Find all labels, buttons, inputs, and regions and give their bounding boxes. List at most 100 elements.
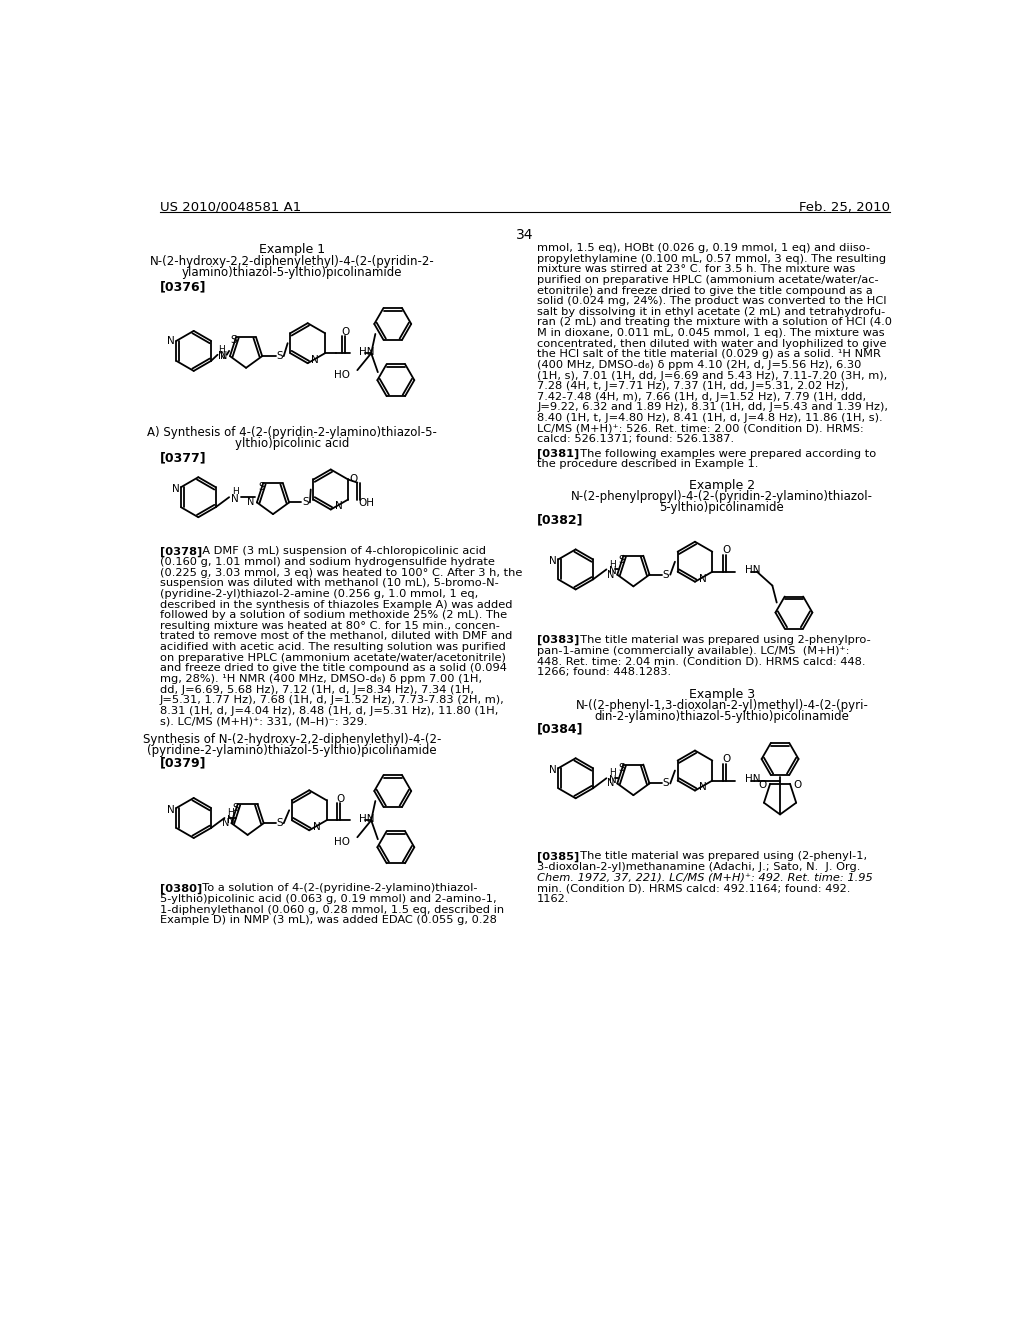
Text: 5-ylthio)picolinamide: 5-ylthio)picolinamide [659, 500, 784, 513]
Text: N: N [167, 335, 175, 346]
Text: HN: HN [744, 565, 760, 576]
Text: dd, J=6.69, 5.68 Hz), 7.12 (1H, d, J=8.34 Hz), 7.34 (1H,: dd, J=6.69, 5.68 Hz), 7.12 (1H, d, J=8.3… [160, 685, 474, 694]
Text: N: N [335, 502, 342, 511]
Text: mixture was stirred at 23° C. for 3.5 h. The mixture was: mixture was stirred at 23° C. for 3.5 h.… [538, 264, 855, 275]
Text: s). LC/MS (M+H)⁺: 331, (M–H)⁻: 329.: s). LC/MS (M+H)⁺: 331, (M–H)⁻: 329. [160, 717, 368, 726]
Text: Example 2: Example 2 [689, 479, 755, 492]
Text: [0385]: [0385] [538, 851, 580, 862]
Text: solid (0.024 mg, 24%). The product was converted to the HCl: solid (0.024 mg, 24%). The product was c… [538, 296, 887, 306]
Text: HN: HN [358, 813, 375, 824]
Text: S: S [663, 779, 669, 788]
Text: To a solution of 4-(2-(pyridine-2-ylamino)thiazol-: To a solution of 4-(2-(pyridine-2-ylamin… [196, 883, 478, 894]
Text: 1266; found: 448.1283.: 1266; found: 448.1283. [538, 667, 672, 677]
Text: 7.28 (4H, t, J=7.71 Hz), 7.37 (1H, dd, J=5.31, 2.02 Hz),: 7.28 (4H, t, J=7.71 Hz), 7.37 (1H, dd, J… [538, 381, 849, 391]
Text: N: N [167, 804, 175, 814]
Text: mg, 28%). ¹H NMR (400 MHz, DMSO-d₆) δ ppm 7.00 (1H,: mg, 28%). ¹H NMR (400 MHz, DMSO-d₆) δ pp… [160, 675, 482, 684]
Text: purified on preparative HPLC (ammonium acetate/water/ac-: purified on preparative HPLC (ammonium a… [538, 275, 879, 285]
Text: N: N [311, 355, 319, 366]
Text: S: S [618, 554, 626, 565]
Text: N: N [221, 818, 229, 828]
Text: N: N [698, 574, 707, 583]
Text: O: O [722, 545, 730, 556]
Text: Example 1: Example 1 [259, 243, 326, 256]
Text: the HCl salt of the title material (0.029 g) as a solid. ¹H NMR: the HCl salt of the title material (0.02… [538, 350, 881, 359]
Text: Example D) in NMP (3 mL), was added EDAC (0.055 g, 0.28: Example D) in NMP (3 mL), was added EDAC… [160, 915, 497, 925]
Text: N: N [217, 351, 225, 362]
Text: HO: HO [334, 370, 349, 380]
Text: N: N [698, 783, 707, 792]
Text: O: O [349, 474, 357, 483]
Text: on preparative HPLC (ammonium acetate/water/acetonitrile): on preparative HPLC (ammonium acetate/wa… [160, 653, 506, 663]
Text: [0382]: [0382] [538, 513, 584, 527]
Text: O: O [759, 780, 767, 791]
Text: H: H [227, 808, 234, 817]
Text: and freeze dried to give the title compound as a solid (0.094: and freeze dried to give the title compo… [160, 664, 507, 673]
Text: resulting mixture was heated at 80° C. for 15 min., concen-: resulting mixture was heated at 80° C. f… [160, 620, 500, 631]
Text: S: S [258, 482, 265, 492]
Text: N: N [220, 351, 227, 362]
Text: trated to remove most of the methanol, diluted with DMF and: trated to remove most of the methanol, d… [160, 631, 512, 642]
Text: (0.160 g, 1.01 mmol) and sodium hydrogensulfide hydrate: (0.160 g, 1.01 mmol) and sodium hydrogen… [160, 557, 495, 568]
Text: propylethylamine (0.100 mL, 0.57 mmol, 3 eq). The resulting: propylethylamine (0.100 mL, 0.57 mmol, 3… [538, 253, 886, 264]
Text: (0.225 g, 3.03 mmol, 3 eq) was heated to 100° C. After 3 h, the: (0.225 g, 3.03 mmol, 3 eq) was heated to… [160, 568, 522, 578]
Text: 1-diphenylethanol (0.060 g, 0.28 mmol, 1.5 eq, described in: 1-diphenylethanol (0.060 g, 0.28 mmol, 1… [160, 904, 504, 915]
Text: N-((2-phenyl-1,3-dioxolan-2-yl)methyl)-4-(2-(pyri-: N-((2-phenyl-1,3-dioxolan-2-yl)methyl)-4… [575, 700, 868, 711]
Text: described in the synthesis of thiazoles Example A) was added: described in the synthesis of thiazoles … [160, 599, 512, 610]
Text: S: S [663, 570, 669, 579]
Text: H: H [218, 345, 225, 354]
Text: J=5.31, 1.77 Hz), 7.68 (1H, d, J=1.52 Hz), 7.73-7.83 (2H, m),: J=5.31, 1.77 Hz), 7.68 (1H, d, J=1.52 Hz… [160, 696, 505, 705]
Text: N: N [226, 814, 234, 825]
Text: 8.40 (1H, t, J=4.80 Hz), 8.41 (1H, d, J=4.8 Hz), 11.86 (1H, s).: 8.40 (1H, t, J=4.80 Hz), 8.41 (1H, d, J=… [538, 413, 883, 424]
Text: ran (2 mL) and treating the mixture with a solution of HCl (4.0: ran (2 mL) and treating the mixture with… [538, 318, 892, 327]
Text: [0381]: [0381] [538, 449, 580, 459]
Text: S: S [618, 763, 626, 774]
Text: A DMF (3 mL) suspension of 4-chloropicolinic acid: A DMF (3 mL) suspension of 4-chloropicol… [196, 546, 486, 557]
Text: LC/MS (M+H)⁺: 526. Ret. time: 2.00 (Condition D). HRMS:: LC/MS (M+H)⁺: 526. Ret. time: 2.00 (Cond… [538, 424, 864, 434]
Text: N: N [313, 822, 321, 832]
Text: 7.42-7.48 (4H, m), 7.66 (1H, d, J=1.52 Hz), 7.79 (1H, ddd,: 7.42-7.48 (4H, m), 7.66 (1H, d, J=1.52 H… [538, 392, 866, 401]
Text: ylamino)thiazol-5-ylthio)picolinamide: ylamino)thiazol-5-ylthio)picolinamide [182, 267, 402, 280]
Text: (1H, s), 7.01 (1H, dd, J=6.69 and 5.43 Hz), 7.11-7.20 (3H, m),: (1H, s), 7.01 (1H, dd, J=6.69 and 5.43 H… [538, 371, 888, 380]
Text: H: H [609, 768, 616, 777]
Text: Feb. 25, 2010: Feb. 25, 2010 [799, 201, 890, 214]
Text: H: H [231, 487, 239, 496]
Text: HO: HO [334, 837, 349, 847]
Text: US 2010/0048581 A1: US 2010/0048581 A1 [160, 201, 301, 214]
Text: 8.31 (1H, d, J=4.04 Hz), 8.48 (1H, d, J=5.31 Hz), 11.80 (1H,: 8.31 (1H, d, J=4.04 Hz), 8.48 (1H, d, J=… [160, 706, 499, 715]
Text: HN: HN [358, 347, 375, 356]
Text: 1162.: 1162. [538, 894, 569, 904]
Text: O: O [336, 793, 344, 804]
Text: salt by dissolving it in ethyl acetate (2 mL) and tetrahydrofu-: salt by dissolving it in ethyl acetate (… [538, 306, 886, 317]
Text: O: O [722, 754, 730, 764]
Text: OH: OH [358, 499, 375, 508]
Text: J=9.22, 6.32 and 1.89 Hz), 8.31 (1H, dd, J=5.43 and 1.39 Hz),: J=9.22, 6.32 and 1.89 Hz), 8.31 (1H, dd,… [538, 403, 888, 412]
Text: The title material was prepared using 2-phenylpro-: The title material was prepared using 2-… [572, 635, 870, 645]
Text: S: S [232, 803, 240, 813]
Text: concentrated, then diluted with water and lyophilized to give: concentrated, then diluted with water an… [538, 339, 887, 348]
Text: the procedure described in Example 1.: the procedure described in Example 1. [538, 459, 759, 470]
Text: The following examples were prepared according to: The following examples were prepared acc… [572, 449, 876, 459]
Text: min. (Condition D). HRMS calcd: 492.1164; found: 492.: min. (Condition D). HRMS calcd: 492.1164… [538, 883, 851, 894]
Text: Example 3: Example 3 [689, 688, 755, 701]
Text: N-(2-phenylpropyl)-4-(2-(pyridin-2-ylamino)thiazol-: N-(2-phenylpropyl)-4-(2-(pyridin-2-ylami… [571, 490, 872, 503]
Text: O: O [341, 326, 349, 337]
Text: [0377]: [0377] [160, 451, 207, 465]
Text: Synthesis of N-(2-hydroxy-2,2-diphenylethyl)-4-(2-: Synthesis of N-(2-hydroxy-2,2-diphenylet… [143, 734, 441, 746]
Text: The title material was prepared using (2-phenyl-1,: The title material was prepared using (2… [572, 851, 866, 862]
Text: Chem. 1972, 37, 221). LC/MS (M+H)⁺: 492. Ret. time: 1.95: Chem. 1972, 37, 221). LC/MS (M+H)⁺: 492.… [538, 873, 872, 883]
Text: [0378]: [0378] [160, 546, 202, 557]
Text: pan-1-amine (commercially available). LC/MS  (M+H)⁺:: pan-1-amine (commercially available). LC… [538, 645, 850, 656]
Text: (pyridine-2-ylamino)thiazol-5-ylthio)picolinamide: (pyridine-2-ylamino)thiazol-5-ylthio)pic… [147, 744, 437, 758]
Text: [0379]: [0379] [160, 756, 206, 770]
Text: mmol, 1.5 eq), HOBt (0.026 g, 0.19 mmol, 1 eq) and diiso-: mmol, 1.5 eq), HOBt (0.026 g, 0.19 mmol,… [538, 243, 870, 253]
Text: [0380]: [0380] [160, 883, 202, 894]
Text: N: N [607, 779, 614, 788]
Text: A) Synthesis of 4-(2-(pyridin-2-ylamino)thiazol-5-: A) Synthesis of 4-(2-(pyridin-2-ylamino)… [147, 426, 437, 440]
Text: [0384]: [0384] [538, 722, 584, 735]
Text: suspension was diluted with methanol (10 mL), 5-bromo-N-: suspension was diluted with methanol (10… [160, 578, 499, 589]
Text: (pyridine-2-yl)thiazol-2-amine (0.256 g, 1.0 mmol, 1 eq,: (pyridine-2-yl)thiazol-2-amine (0.256 g,… [160, 589, 478, 599]
Text: [0376]: [0376] [160, 280, 206, 293]
Text: ylthio)picolinic acid: ylthio)picolinic acid [236, 437, 349, 450]
Text: N: N [607, 570, 614, 579]
Text: etonitrile) and freeze dried to give the title compound as a: etonitrile) and freeze dried to give the… [538, 285, 872, 296]
